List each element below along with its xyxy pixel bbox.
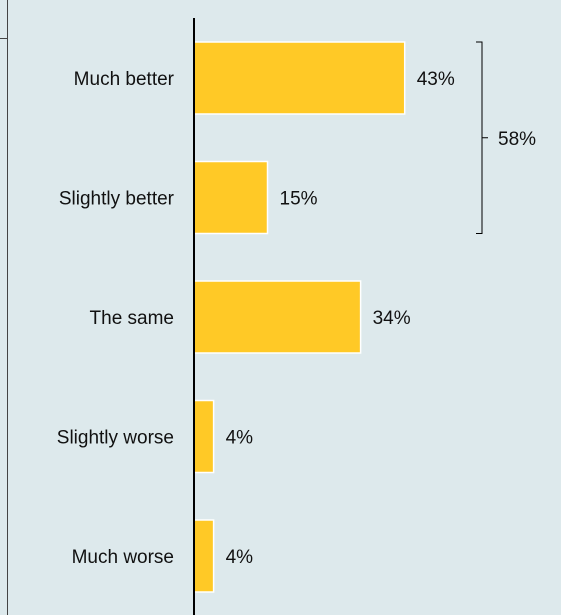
- category-label: The same: [90, 308, 174, 329]
- value-label: 15%: [280, 189, 318, 210]
- bar-much-better: [193, 41, 406, 115]
- group-bracket: [476, 41, 483, 234]
- value-label: 34%: [373, 308, 411, 329]
- category-label: Slightly better: [59, 189, 175, 210]
- bar-slightly-worse: [193, 399, 215, 474]
- labels-layer: Much better 43% Slightly better 15% The same…: [57, 69, 455, 568]
- category-label: Much better: [74, 69, 175, 90]
- bracket-layer: 58%: [476, 41, 536, 234]
- category-label: Much worse: [72, 547, 174, 568]
- value-label: 4%: [226, 428, 254, 449]
- bar-much-worse: [193, 519, 215, 593]
- category-label: Slightly worse: [57, 428, 174, 449]
- bar-slightly-better: [193, 160, 269, 235]
- value-label: 4%: [226, 547, 254, 568]
- bar-the-same: [193, 280, 362, 354]
- bracket-total-label: 58%: [498, 129, 536, 150]
- value-label: 43%: [417, 69, 455, 90]
